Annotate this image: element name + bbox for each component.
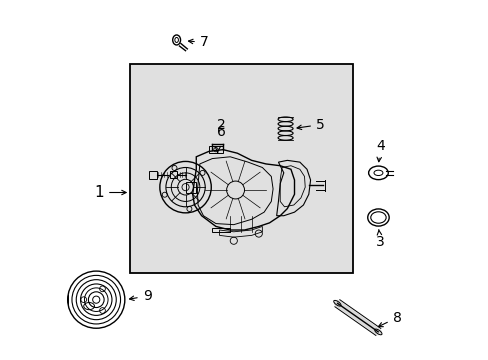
Text: 1: 1 (94, 185, 126, 200)
Text: 7: 7 (188, 36, 208, 49)
Text: 9: 9 (129, 289, 151, 303)
Bar (130, 64, 352, 273)
Bar (149, 171, 157, 179)
Text: 6: 6 (216, 125, 225, 139)
Text: 4: 4 (375, 139, 384, 162)
Bar (185, 182, 196, 193)
Text: 8: 8 (378, 311, 401, 327)
Bar (169, 171, 176, 178)
Text: 5: 5 (296, 118, 324, 132)
Text: 2: 2 (217, 118, 225, 132)
Text: 3: 3 (375, 230, 384, 249)
